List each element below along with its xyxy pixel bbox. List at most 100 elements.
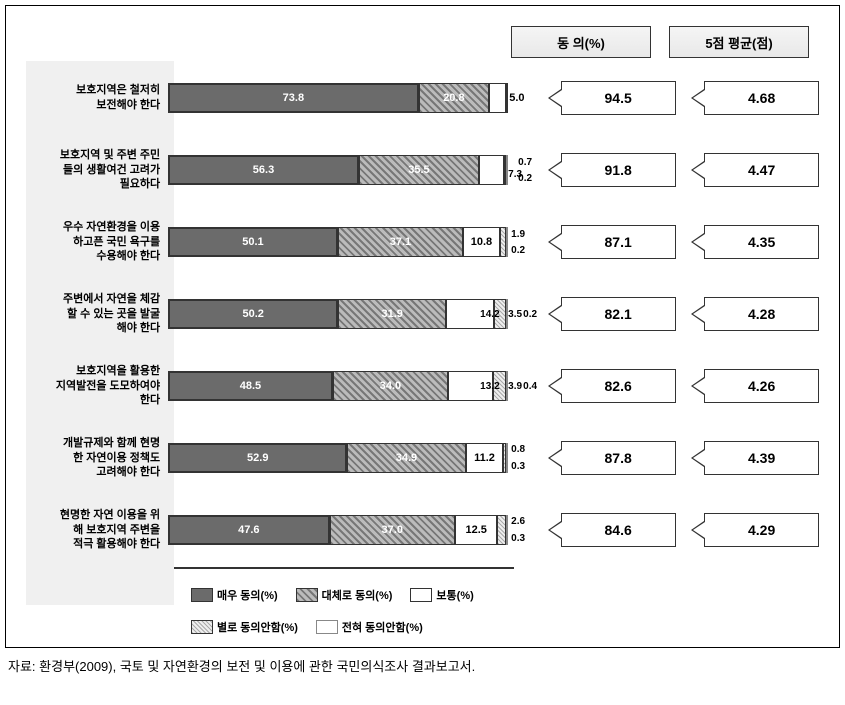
header-agree: 동 의(%) (511, 26, 651, 58)
bar-segment: 35.5 (359, 155, 479, 185)
bar-area: 52.934.911.20.80.3 (168, 441, 508, 475)
agree-value-box: 84.6 (561, 513, 676, 547)
bar-segment: 73.8 (168, 83, 418, 113)
chart-row: 보호지역을 활용한지역발전을 도모하여야한다 48.5 34.0 13.2 3.90.4… (26, 361, 819, 411)
header-avg: 5점 평균(점) (669, 26, 809, 58)
external-value: 14.2 (480, 309, 499, 320)
segment-value: 10.8 (471, 236, 492, 248)
chart-row: 주변에서 자연을 체감할 수 있는 곳을 발굴해야 한다50.231.9 14.2… (26, 289, 819, 339)
segment-value: 34.9 (396, 452, 417, 464)
bar-area: 56.335.57.30.70.2 (168, 153, 508, 187)
swatch-mostly-disagree (191, 620, 213, 634)
external-value: 3.9 (508, 381, 522, 392)
segment-value: 34.0 (380, 380, 401, 392)
bar-segment: 0.4 (506, 83, 508, 113)
row-label: 보호지역은 철저히보전해야 한다 (26, 83, 168, 113)
legend-item-mostly-disagree: 별로 동의안함(%) (191, 619, 298, 635)
external-value: 0.2 (523, 309, 537, 320)
segment-value: 50.1 (242, 236, 263, 248)
external-value: 0.7 (518, 157, 532, 168)
bar-segment: 34.9 (347, 443, 465, 473)
external-value: 0.8 (511, 444, 525, 455)
header-row: 동 의(%) 5점 평균(점) (26, 26, 819, 58)
chart-row: 보호지역은 철저히보전해야 한다 73.8 20.8 5.00.4 94.5 4.68 (26, 73, 819, 123)
chart-row: 우수 자연환경을 이용하고픈 국민 욕구를수용해야 한다 50.1 37.1 10.8… (26, 217, 819, 267)
row-label: 보호지역 및 주변 주민들의 생활여건 고려가필요하다 (26, 148, 168, 193)
bar-segment: 37.0 (330, 515, 455, 545)
bar-segment (497, 515, 506, 545)
segment-value: 11.2 (474, 452, 495, 464)
bar-segment: 12.5 (455, 515, 497, 545)
swatch-strongly-disagree (316, 620, 338, 634)
legend-label: 매우 동의(%) (217, 587, 278, 603)
bar-segment: 50.1 (168, 227, 338, 257)
source-note: 자료: 환경부(2009), 국토 및 자연환경의 보전 및 이용에 관한 국민… (8, 656, 845, 675)
row-label: 개발규제와 함께 현명한 자연이용 정책도고려해야 한다 (26, 436, 168, 481)
agree-value-box: 87.1 (561, 225, 676, 259)
segment-value: 47.6 (238, 524, 259, 536)
agree-value-box: 91.8 (561, 153, 676, 187)
swatch-mostly-agree (296, 588, 318, 602)
avg-value-box: 4.47 (704, 153, 819, 187)
row-label: 보호지역을 활용한지역발전을 도모하여야한다 (26, 364, 168, 409)
avg-value-box: 4.68 (704, 81, 819, 115)
segment-value: 12.5 (465, 524, 486, 536)
axis-baseline (174, 567, 514, 569)
chart-row: 개발규제와 함께 현명한 자연이용 정책도고려해야 한다 52.9 34.9 11.2… (26, 433, 819, 483)
segment-value: 5.0 (509, 92, 524, 104)
chart-rows: 보호지역은 철저히보전해야 한다73.820.85.00.494.54.68보호… (26, 73, 819, 555)
legend-item-neutral: 보통(%) (410, 587, 473, 603)
agree-value-box: 94.5 (561, 81, 676, 115)
chart-row: 현명한 자연 이용을 위해 보호지역 주변을적극 활용해야 한다 47.6 37.0… (26, 505, 819, 555)
bar-segment: 37.1 (338, 227, 464, 257)
legend-item-strongly-agree: 매우 동의(%) (191, 587, 278, 603)
external-value: 0.4 (523, 381, 537, 392)
bar-area: 50.231.914.23.50.2 (168, 297, 508, 331)
segment-value: 20.8 (443, 92, 464, 104)
avg-value-box: 4.35 (704, 225, 819, 259)
bar-segment: 56.3 (168, 155, 359, 185)
header-spacer (26, 26, 511, 58)
legend: 매우 동의(%) 대체로 동의(%) 보통(%) 별로 동의안함(%) 전혀 동… (191, 587, 819, 635)
bar-area: 47.637.012.52.60.3 (168, 513, 508, 547)
avg-value-box: 4.26 (704, 369, 819, 403)
external-value: 0.2 (518, 173, 532, 184)
segment-value: 52.9 (247, 452, 268, 464)
segment-value: 37.0 (382, 524, 403, 536)
row-label: 주변에서 자연을 체감할 수 있는 곳을 발굴해야 한다 (26, 292, 168, 337)
external-value: 13.2 (480, 381, 499, 392)
agree-value-box: 87.8 (561, 441, 676, 475)
legend-label: 별로 동의안함(%) (217, 619, 298, 635)
bar-segment: 52.9 (168, 443, 347, 473)
bar-segment: 11.2 (466, 443, 504, 473)
segment-value: 48.5 (240, 380, 261, 392)
bar-segment (479, 155, 504, 185)
legend-item-mostly-agree: 대체로 동의(%) (296, 587, 393, 603)
legend-label: 보통(%) (436, 587, 473, 603)
bar-area: 50.137.110.81.90.2 (168, 225, 508, 259)
swatch-neutral (410, 588, 432, 602)
agree-value-box: 82.6 (561, 369, 676, 403)
external-value: 0.3 (511, 461, 525, 472)
external-value: 2.6 (511, 516, 525, 527)
chart-container: 동 의(%) 5점 평균(점) 보호지역은 철저히보전해야 한다 73.8 20.8… (5, 5, 840, 648)
row-label: 우수 자연환경을 이용하고픈 국민 욕구를수용해야 한다 (26, 220, 168, 265)
bar-segment: 47.6 (168, 515, 329, 545)
avg-value-box: 4.28 (704, 297, 819, 331)
bar-segment: 34.0 (333, 371, 448, 401)
chart-row: 보호지역 및 주변 주민들의 생활여건 고려가필요하다56.335.57.30.… (26, 145, 819, 195)
bar-area: 73.820.85.00.4 (168, 81, 508, 115)
legend-label: 대체로 동의(%) (322, 587, 393, 603)
row-label: 현명한 자연 이용을 위해 보호지역 주변을적극 활용해야 한다 (26, 508, 168, 553)
bar-segment: 31.9 (338, 299, 446, 329)
bar-segment: 50.2 (168, 299, 338, 329)
segment-value: 73.8 (283, 92, 304, 104)
legend-label: 전혀 동의안함(%) (342, 619, 423, 635)
avg-value-box: 4.29 (704, 513, 819, 547)
segment-value: 37.1 (390, 236, 411, 248)
bar-area: 48.534.013.23.90.4 (168, 369, 508, 403)
bar-segment: 48.5 (168, 371, 333, 401)
bar-segment: 10.8 (463, 227, 500, 257)
agree-value-box: 82.1 (561, 297, 676, 331)
external-value: 1.9 (511, 229, 525, 240)
